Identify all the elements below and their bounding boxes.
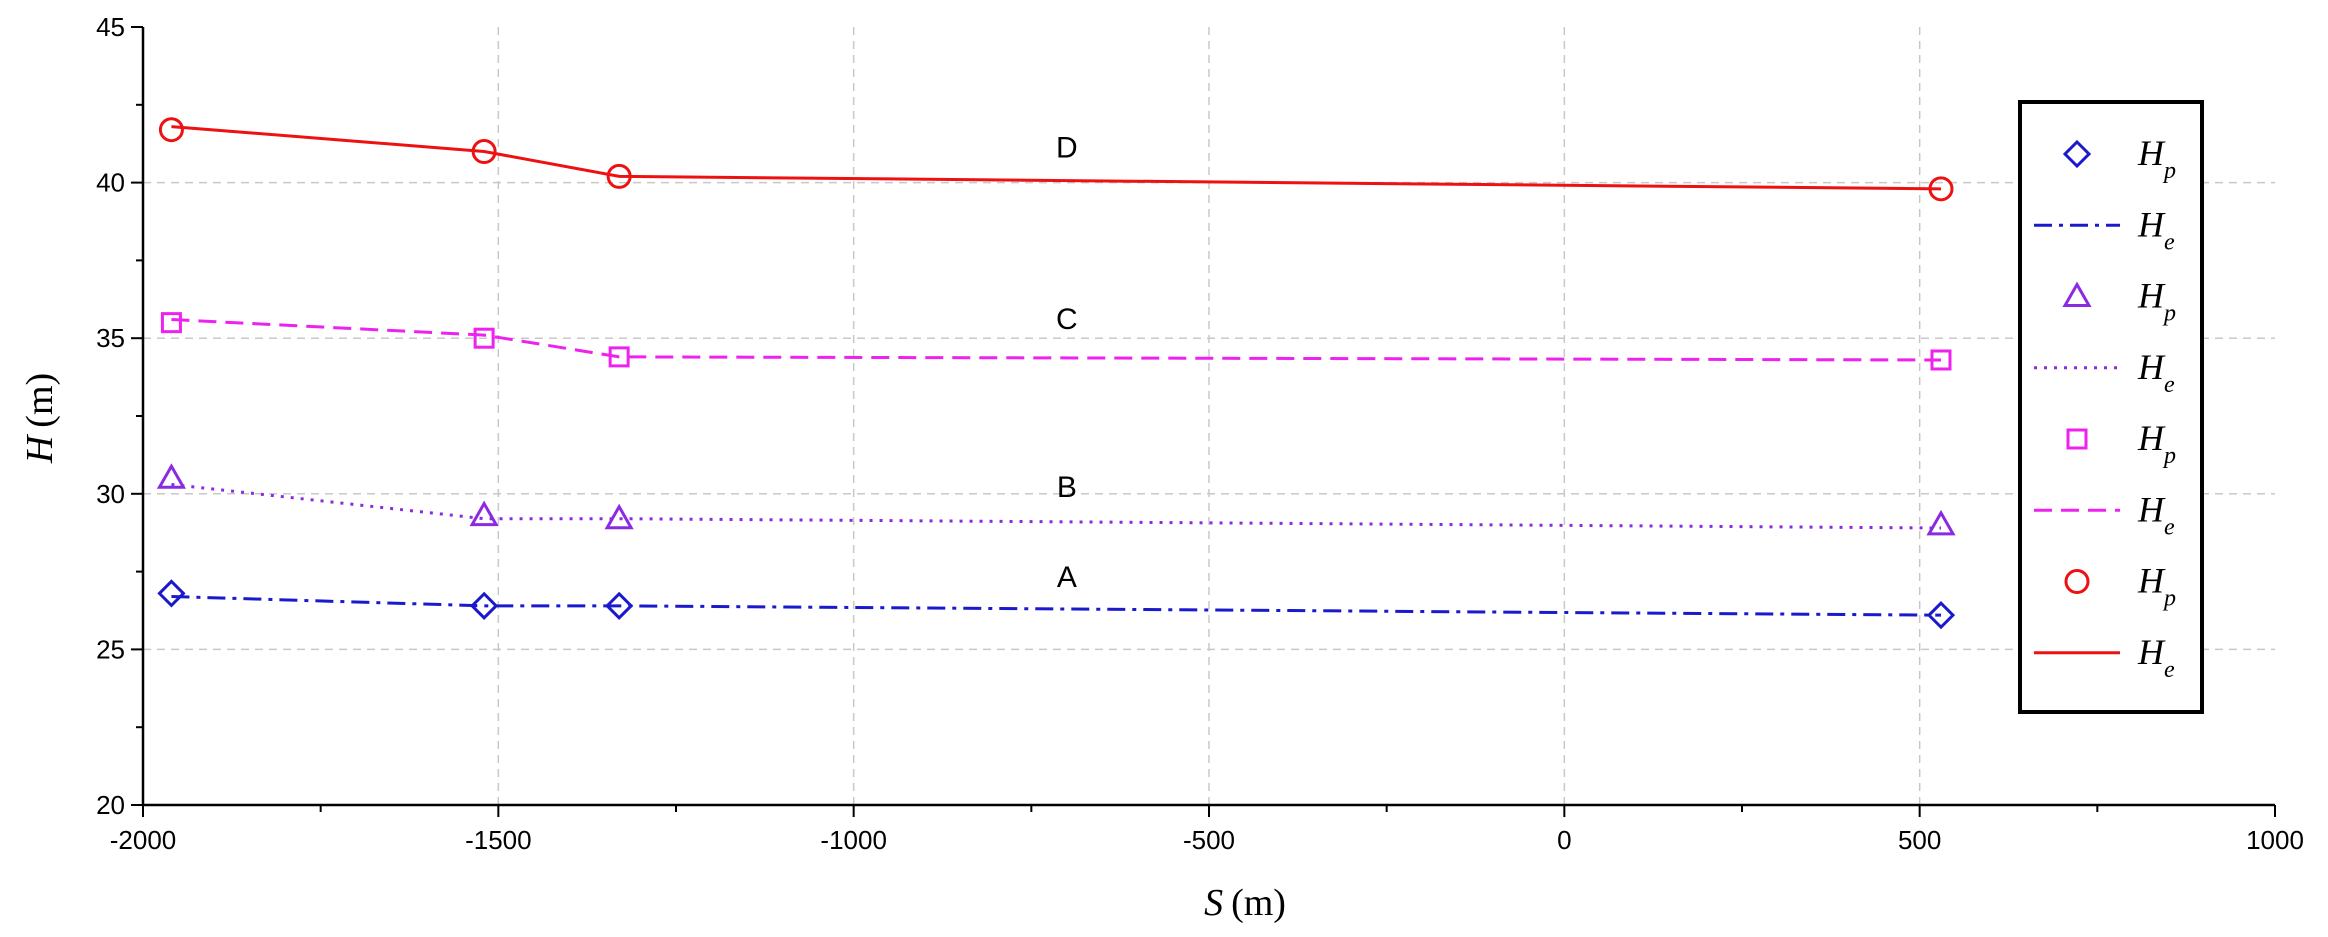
series-tag-a: A xyxy=(1057,561,1077,594)
y-axis-unit: (m) xyxy=(19,373,61,428)
legend-item: Hp xyxy=(2064,561,2176,612)
legend-marker-triangle xyxy=(2062,281,2092,307)
legend-item: He xyxy=(2034,489,2175,540)
data-point-d xyxy=(471,138,497,164)
y-tick-label: 25 xyxy=(96,634,125,664)
legend-item: He xyxy=(2034,632,2175,683)
legend-label-main: H xyxy=(2137,418,2166,458)
data-point-a xyxy=(469,591,499,620)
y-tick-label: 45 xyxy=(96,12,125,42)
legend-label: He xyxy=(2137,347,2175,398)
series-line-d xyxy=(171,125,1942,191)
legend-label-sub: p xyxy=(2162,443,2176,469)
plot-series xyxy=(156,117,1956,630)
legend-item: Hp xyxy=(2066,418,2176,469)
series-b xyxy=(156,463,1956,536)
data-point-b xyxy=(156,463,187,489)
x-tick-label: -1500 xyxy=(465,825,532,855)
legend-marker-circle xyxy=(2064,569,2090,594)
y-tick-label: 40 xyxy=(96,168,125,198)
y-tick-label: 20 xyxy=(96,790,125,820)
data-point-c xyxy=(1930,349,1952,371)
series-tags: D C B A xyxy=(1056,132,1078,594)
legend-label-main: H xyxy=(2137,133,2166,173)
data-point-d xyxy=(1928,176,1954,202)
series-c xyxy=(160,312,1952,371)
legend-item: Hp xyxy=(2062,276,2176,327)
x-tick-label: 0 xyxy=(1557,825,1571,855)
legend-label-sub: p xyxy=(2162,158,2176,184)
series-line-b xyxy=(171,482,1941,530)
legend-label-sub: e xyxy=(2164,657,2175,683)
y-axis-title: H (m) xyxy=(19,373,61,464)
data-point-b xyxy=(469,500,499,527)
legend-label-sub: p xyxy=(2162,586,2176,612)
legend-label: He xyxy=(2137,632,2175,683)
x-tick-label: -500 xyxy=(1183,825,1235,855)
legend-label-sub: e xyxy=(2164,514,2175,540)
legend-label-main: H xyxy=(2137,347,2166,387)
legend-label-main: H xyxy=(2137,561,2166,601)
data-point-c xyxy=(160,312,182,334)
series-d xyxy=(158,117,1954,202)
y-tick-label: 35 xyxy=(96,323,125,353)
legend-label: He xyxy=(2137,489,2175,540)
x-tick-label: -2000 xyxy=(110,825,177,855)
x-axis-unit: (m) xyxy=(1231,882,1286,924)
x-axis-var: S xyxy=(1204,882,1223,924)
data-point-b xyxy=(604,503,634,530)
data-point-a xyxy=(605,591,634,620)
data-point-b xyxy=(1926,509,1956,536)
series-a xyxy=(157,579,1956,630)
x-axis-title: S (m) xyxy=(1204,882,1286,924)
data-point-a xyxy=(1926,601,1956,630)
legend-item: Hp xyxy=(2062,133,2176,184)
data-point-d xyxy=(158,117,184,143)
grid-lines xyxy=(143,27,2275,805)
x-tick-label: -1000 xyxy=(820,825,887,855)
legend-box xyxy=(2018,100,2204,714)
legend-marker-square xyxy=(2066,428,2088,450)
legend-label-main: H xyxy=(2137,204,2166,244)
legend-label-sub: p xyxy=(2162,301,2176,327)
data-point-d xyxy=(606,163,632,189)
data-point-c xyxy=(608,346,630,368)
axes: -2000 -1500 -1000 -500 0 500 1000 20 25 30 35 40 45 xyxy=(96,12,2304,855)
legend-label-main: H xyxy=(2137,632,2166,672)
legend-label: Hp xyxy=(2137,133,2176,184)
legend-label-sub: e xyxy=(2164,229,2175,255)
data-point-a xyxy=(157,579,186,608)
legend-label: Hp xyxy=(2137,418,2176,469)
x-tick-label: 500 xyxy=(1898,825,1941,855)
legend-label-main: H xyxy=(2137,276,2166,316)
series-tag-b: B xyxy=(1057,471,1077,504)
x-tick-label: 1000 xyxy=(2246,825,2304,855)
data-point-c xyxy=(473,327,495,349)
series-tag-c: C xyxy=(1056,303,1078,336)
series-line-a xyxy=(171,594,1941,617)
legend-label: Hp xyxy=(2137,561,2176,612)
legend-label: Hp xyxy=(2137,276,2176,327)
series-line-c xyxy=(171,318,1941,362)
series-tag-d: D xyxy=(1056,132,1078,165)
y-axis-var: H xyxy=(19,433,61,464)
legend-label: He xyxy=(2137,204,2175,255)
y-tick-label: 30 xyxy=(96,479,125,509)
legend-label-sub: e xyxy=(2164,372,2175,398)
legend-item: He xyxy=(2034,204,2175,255)
legend-label-main: H xyxy=(2137,489,2166,529)
legend-marker-diamond xyxy=(2062,139,2092,169)
legend-item: He xyxy=(2034,347,2175,398)
